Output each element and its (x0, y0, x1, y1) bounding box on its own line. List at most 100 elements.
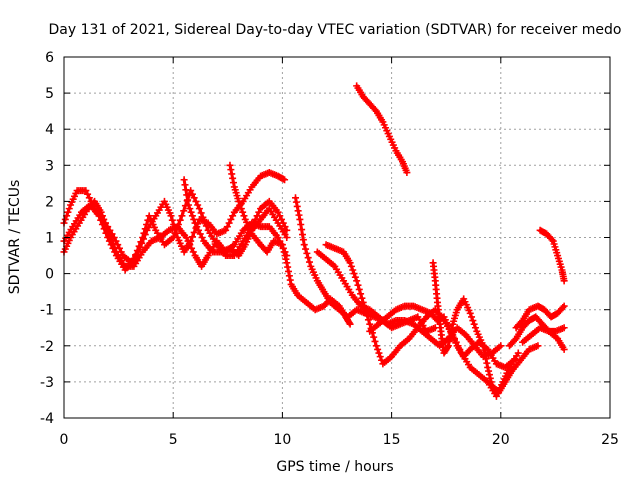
data-point (130, 255, 138, 263)
data-point (300, 241, 308, 249)
data-point (298, 231, 306, 239)
data-point (169, 234, 177, 241)
data-point (444, 343, 452, 351)
data-point (111, 248, 119, 256)
data-point (372, 342, 380, 350)
data-point (190, 228, 198, 236)
data-point (274, 234, 282, 241)
data-point (511, 336, 519, 344)
data-point (191, 219, 199, 227)
y-tick-label: 3 (45, 158, 54, 174)
data-point (190, 194, 198, 202)
y-tick-label: 2 (45, 194, 54, 210)
data-point (548, 236, 556, 244)
data-point (484, 363, 492, 371)
series-arc-11 (429, 259, 542, 397)
data-point (141, 225, 149, 233)
data-point (223, 223, 231, 231)
data-point (485, 371, 493, 379)
y-tick-label: -4 (40, 411, 54, 427)
data-point (227, 215, 235, 223)
y-tick-label: 4 (45, 122, 54, 138)
data-point (286, 276, 294, 284)
data-point (345, 319, 353, 327)
data-point (102, 229, 110, 237)
data-point (560, 277, 568, 285)
data-point (182, 186, 190, 194)
data-point (178, 212, 186, 220)
data-point (188, 233, 196, 241)
grid-lines (64, 57, 610, 418)
data-point (198, 234, 206, 241)
series-arc-13 (512, 302, 568, 332)
data-point (510, 356, 518, 364)
data-point (143, 221, 151, 229)
data-point (376, 353, 384, 361)
data-point (195, 205, 203, 213)
data-point (189, 248, 197, 256)
series-arc-1 (60, 169, 289, 267)
data-point (137, 238, 145, 246)
data-point (359, 298, 367, 306)
data-point (199, 213, 207, 221)
data-point (235, 197, 243, 205)
y-axis-label: SDTVAR / TECUs (7, 180, 23, 295)
data-point (303, 249, 311, 257)
axes: 0 5 10 15 20 25 -4 -3 -2 -1 0 1 2 3 4 5 6 (40, 50, 619, 448)
data-point (184, 201, 192, 209)
data-point (292, 198, 300, 206)
data-point (371, 337, 379, 345)
data-point (183, 191, 191, 199)
data-point (351, 273, 359, 281)
data-point (514, 349, 522, 357)
data-point (236, 201, 244, 209)
series-arc-7 (313, 248, 505, 361)
data-point (61, 215, 69, 223)
data-point (355, 285, 363, 293)
data-point (486, 374, 494, 382)
chart-title: Day 131 of 2021, Sidereal Day-to-day VTE… (49, 22, 622, 38)
data-point (196, 230, 204, 238)
y-tick-label: 5 (45, 86, 54, 102)
y-tick-label: -2 (40, 339, 54, 355)
data-point (347, 262, 355, 270)
data-point (353, 277, 361, 285)
data-point (180, 176, 188, 184)
data-point (229, 174, 237, 182)
x-tick-label: 20 (492, 432, 510, 448)
data-point (188, 212, 196, 220)
data-point (276, 212, 284, 220)
series-arc-8 (322, 241, 522, 400)
data-point (560, 345, 568, 353)
data-point (374, 345, 382, 353)
data-point (239, 208, 247, 216)
data-point (349, 266, 357, 274)
data-point (403, 169, 411, 177)
data-point (293, 202, 301, 210)
data-point (446, 333, 454, 341)
x-tick-label: 5 (169, 432, 178, 448)
data-point (346, 320, 354, 328)
data-point (497, 342, 505, 350)
data-point (375, 349, 383, 357)
x-tick-label: 0 (60, 432, 69, 448)
data-point (135, 242, 143, 250)
data-point (296, 215, 304, 223)
data-point (470, 320, 478, 328)
series-arc-14 (519, 324, 568, 353)
data-point (358, 294, 366, 302)
data-point (479, 342, 487, 350)
data-point (85, 194, 93, 202)
data-point (184, 237, 192, 245)
data-point (167, 212, 175, 220)
data-point (192, 197, 200, 205)
data-point (174, 221, 182, 229)
data-point (182, 234, 190, 241)
data-point (107, 241, 115, 249)
x-tick-label: 25 (601, 432, 619, 448)
data-point (487, 378, 495, 386)
data-point (304, 254, 312, 262)
data-point (193, 223, 201, 231)
data-point (95, 212, 103, 220)
data-point (195, 226, 203, 234)
